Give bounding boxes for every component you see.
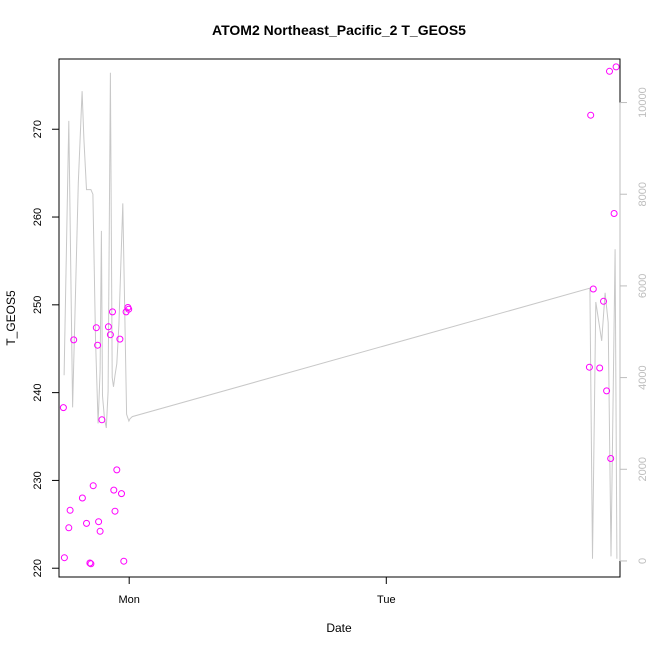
data-point [111, 507, 119, 515]
data-point [612, 63, 620, 71]
data-point [59, 404, 67, 412]
data-point [104, 323, 112, 331]
y-axis-left-tick-label: 270 [32, 120, 44, 138]
y-axis-right-tick-label: 2000 [637, 457, 649, 481]
data-point [110, 486, 118, 494]
data-point [94, 341, 102, 349]
data-point [606, 67, 613, 75]
data-point [66, 506, 74, 514]
y-axis-left-tick-label: 250 [32, 296, 44, 314]
data-point [603, 387, 611, 395]
data-point [607, 455, 615, 462]
data-point [92, 324, 100, 332]
data-point [70, 336, 78, 344]
y-axis-left-tick-label: 230 [32, 471, 44, 489]
data-point [113, 466, 121, 474]
y-axis-left-tick-label: 220 [32, 559, 44, 577]
data-point [89, 482, 97, 490]
data-point [98, 416, 106, 424]
data-point [587, 111, 595, 119]
plot-frame [58, 58, 621, 578]
data-point [585, 363, 593, 371]
data-point [106, 331, 114, 339]
data-point [65, 524, 73, 532]
x-axis-label: Date [326, 621, 352, 635]
y-axis-label: T_GEOS5 [4, 290, 18, 346]
data-point [96, 527, 104, 535]
data-point [118, 490, 125, 498]
data-point [610, 210, 618, 217]
chart-title: ATOM2 Northeast_Pacific_2 T_GEOS5 [212, 22, 466, 38]
x-axis-tick-label: Mon [118, 594, 139, 606]
data-point [60, 554, 68, 562]
data-point [125, 305, 133, 313]
x-axis: Mon Tue [118, 576, 396, 606]
data-point [116, 335, 124, 343]
y-axis-right: 0 2000 4000 6000 8000 10000 [619, 87, 649, 564]
data-point [109, 308, 116, 316]
series-layer [59, 63, 620, 568]
data-point [120, 557, 128, 565]
y-axis-left: 220 230 240 250 260 270 [32, 120, 60, 577]
y-axis-right-tick-label: 10000 [637, 87, 649, 118]
y-axis-left-tick-label: 240 [32, 383, 44, 401]
data-point [600, 297, 607, 305]
data-point [95, 518, 103, 526]
data-point [78, 494, 86, 502]
data-point [589, 285, 597, 293]
y-axis-right-tick-label: 0 [637, 558, 649, 564]
series-line [63, 72, 618, 559]
data-point [596, 364, 604, 372]
y-axis-right-tick-label: 6000 [637, 274, 649, 298]
data-point [83, 519, 90, 527]
x-axis-tick-label: Tue [377, 594, 396, 606]
y-axis-right-tick-label: 4000 [637, 365, 649, 389]
data-point [86, 559, 94, 567]
y-axis-right-tick-label: 8000 [637, 182, 649, 206]
data-point [87, 560, 95, 568]
y-axis-left-tick-label: 260 [32, 208, 44, 226]
